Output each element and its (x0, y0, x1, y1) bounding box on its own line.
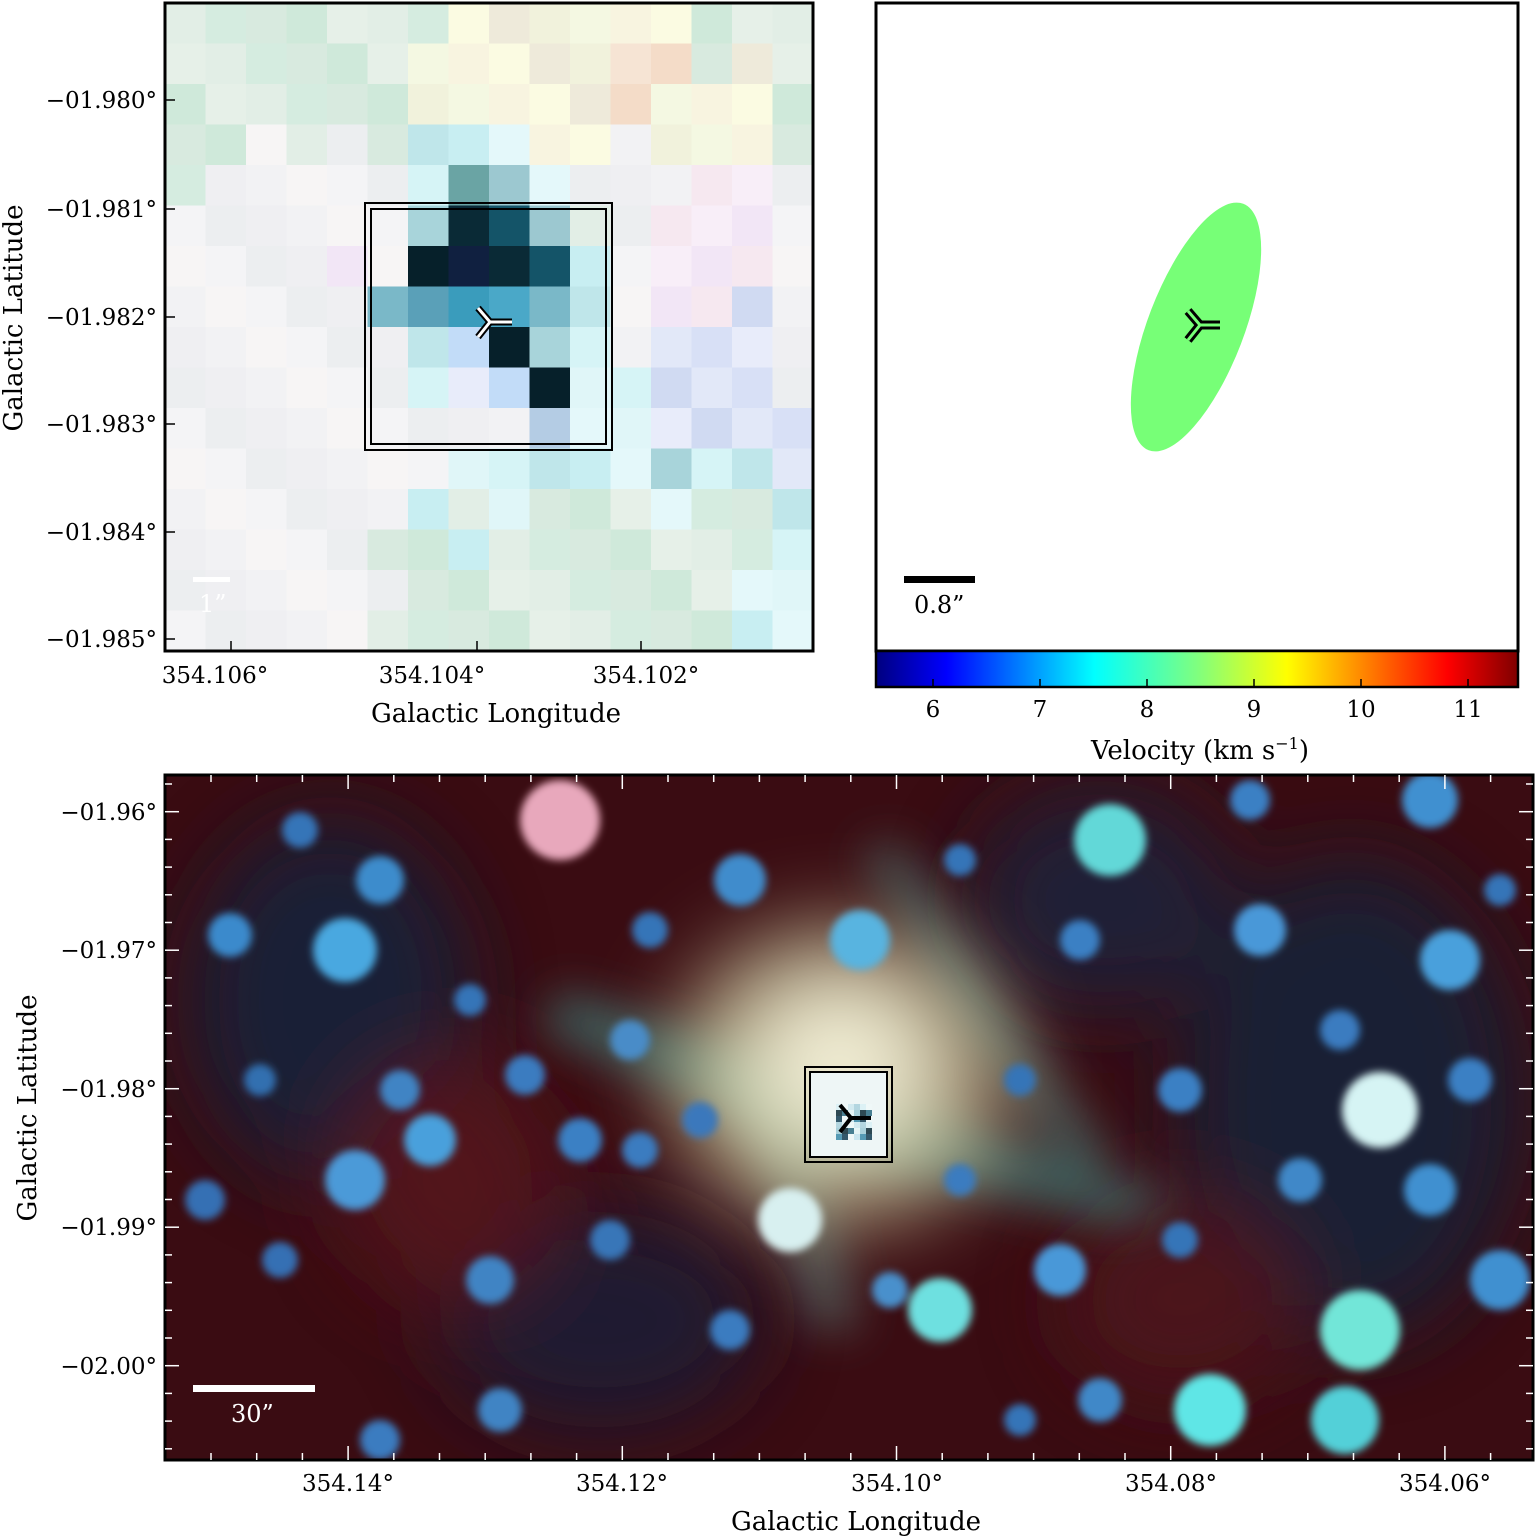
bottom-ticks (165, 775, 1533, 1460)
cb-tick-1: 7 (1033, 697, 1048, 723)
b-x-tick-1: 354.12° (576, 1471, 668, 1497)
cb-tick-0: 6 (926, 697, 941, 723)
top-left-image-panel: 1” 354.106° 354.104° 354.102° −01.980° −… (0, 1, 815, 729)
b-y-axis-title: Galactic Latitude (13, 995, 43, 1222)
top-right-scale-bar (904, 576, 975, 583)
bottom-wide-field-panel: 30” 354.14° 354.12° 354.10° 354.08° 354.… (13, 773, 1535, 1537)
top-left-scale-bar (193, 577, 230, 582)
star-field (185, 775, 1530, 1460)
top-right-velocity-panel: 0.8” 6 7 8 9 10 11 Velocity (km s−1) (874, 1, 1520, 766)
velocity-marker-icon (1184, 308, 1220, 343)
top-left-frame (163, 1, 815, 653)
tl-y-tick-5: −01.985° (46, 627, 157, 653)
inset-marker-icon (838, 1103, 871, 1134)
wide-field-image (165, 775, 1533, 1460)
velocity-colorbar (876, 651, 1518, 687)
cb-tick-2: 8 (1140, 697, 1155, 723)
bottom-scale-label: 30” (231, 1400, 274, 1428)
top-left-scale-label: 1” (199, 590, 227, 618)
b-x-tick-2: 354.10° (851, 1471, 943, 1497)
tl-x-axis-title: Galactic Longitude (371, 699, 621, 729)
b-x-tick-4: 354.06° (1399, 1471, 1491, 1497)
tl-y-tick-4: −01.984° (46, 520, 157, 546)
bottom-frame (163, 773, 1535, 1462)
b-x-axis-title: Galactic Longitude (731, 1507, 981, 1537)
b-y-tick-1: −01.97° (60, 938, 157, 964)
zoom-box-inner (370, 208, 607, 445)
colorbar-title: Velocity (km s−1) (1090, 734, 1309, 766)
cb-tick-5: 11 (1453, 697, 1482, 723)
cb-tick-4: 10 (1346, 697, 1375, 723)
zoom-box-outer (364, 202, 613, 451)
b-y-tick-2: −01.98° (60, 1077, 157, 1103)
b-x-tick-3: 354.08° (1125, 1471, 1217, 1497)
colorbar-ticks (932, 679, 1469, 687)
tl-y-tick-2: −01.982° (46, 305, 157, 331)
tl-x-tick-2: 354.102° (593, 663, 700, 689)
source-marker-icon (475, 305, 512, 340)
inset-box-outer (804, 1066, 893, 1163)
inset-thumbnail (836, 1104, 872, 1140)
b-y-tick-4: −02.00° (60, 1354, 157, 1380)
top-left-ticks (165, 99, 642, 651)
b-x-tick-0: 354.14° (302, 1471, 394, 1497)
b-y-tick-3: −01.99° (60, 1215, 157, 1241)
tl-x-tick-1: 354.104° (379, 663, 486, 689)
tl-y-tick-0: −01.980° (46, 88, 157, 114)
pixel-grid (165, 3, 814, 652)
cb-tick-3: 9 (1247, 697, 1262, 723)
tl-y-tick-1: −01.981° (46, 197, 157, 223)
tl-x-tick-0: 354.106° (162, 663, 269, 689)
colorbar-frame (874, 649, 1520, 689)
tl-y-tick-3: −01.983° (46, 412, 157, 438)
b-y-tick-0: −01.96° (60, 800, 157, 826)
top-right-scale-label: 0.8” (914, 591, 964, 619)
bottom-scale-bar (193, 1385, 315, 1392)
tl-y-axis-title: Galactic Latitude (0, 205, 29, 432)
